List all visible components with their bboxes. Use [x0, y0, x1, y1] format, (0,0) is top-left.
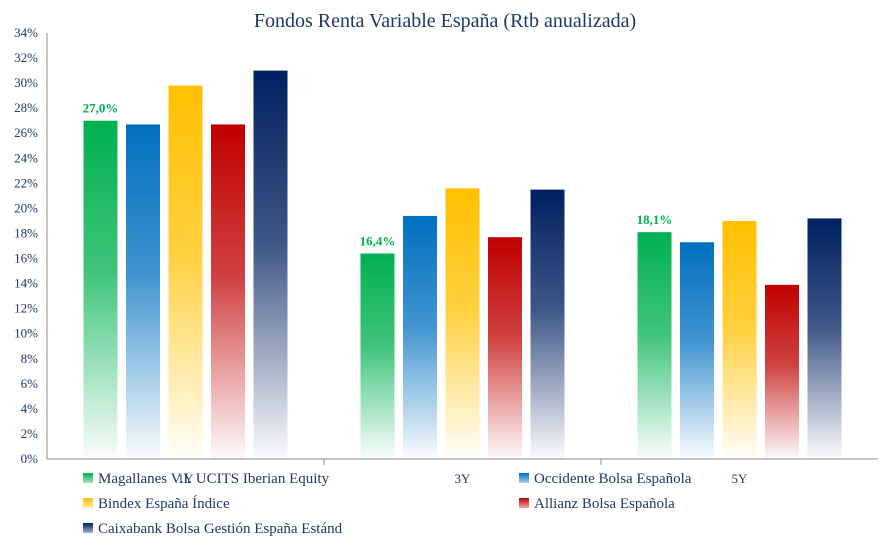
y-tick-label: 12% — [14, 301, 38, 316]
data-label: 16,4% — [360, 234, 396, 249]
bar-5y-series-1 — [637, 232, 672, 459]
legend-swatch — [519, 473, 529, 483]
x-tick-label: 3Y — [455, 471, 472, 486]
data-label: 27,0% — [83, 101, 119, 116]
y-tick-label: 2% — [21, 426, 39, 441]
y-tick-label: 20% — [14, 200, 38, 215]
bar-3y-series-3 — [445, 188, 480, 460]
y-tick-label: 34% — [14, 25, 38, 40]
y-tick-label: 10% — [14, 326, 38, 341]
chart-title: Fondos Renta Variable España (Rtb anuali… — [254, 10, 636, 32]
bar-3y-series-2 — [403, 215, 437, 459]
legend: Magallanes V.I. UCITS Iberian Equity Occi… — [83, 471, 692, 537]
y-tick-label: 28% — [14, 100, 38, 115]
legend-label: Bindex España Índice — [98, 495, 230, 512]
y-tick-label: 0% — [21, 451, 39, 466]
y-tick-label: 26% — [14, 125, 38, 140]
legend-label: Occidente Bolsa Española — [534, 471, 692, 487]
legend-swatch — [83, 498, 93, 508]
y-tick-label: 16% — [14, 251, 38, 266]
legend-swatch — [83, 473, 93, 483]
data-label: 18,1% — [637, 212, 673, 227]
x-tick-label: 1Y — [178, 471, 195, 486]
y-tick-label: 6% — [21, 376, 39, 391]
y-tick-label: 24% — [14, 150, 38, 165]
bar-3y-series-1 — [360, 253, 395, 459]
bar-1y-series-5 — [253, 70, 288, 460]
bar-5y-series-3 — [722, 220, 757, 459]
x-tick-label: 5Y — [732, 471, 749, 486]
legend-label: Caixabank Bolsa Gestión España Estánd — [98, 521, 343, 537]
bar-3y-series-4 — [488, 237, 522, 459]
bar-1y-series-2 — [126, 124, 160, 459]
legend-label: Allianz Bolsa Española — [534, 496, 675, 512]
bar-5y-series-2 — [680, 242, 714, 459]
y-axis: 0% 2% 4% 6% 8% 10% 12% 14% 16% 18% 20% 22% 24% 26% 28%… — [14, 25, 48, 466]
legend-swatch — [519, 498, 529, 508]
bar-1y-series-3 — [168, 85, 203, 459]
y-tick-label: 8% — [21, 351, 39, 366]
bar-5y-series-5 — [807, 218, 842, 459]
bar-3y-series-5 — [530, 189, 565, 459]
bars: 27,0% 16,4% 18,1% — [83, 70, 842, 460]
y-tick-label: 30% — [14, 75, 38, 90]
legend-swatch — [83, 523, 93, 533]
y-tick-label: 22% — [14, 175, 38, 190]
bar-1y-series-4 — [211, 124, 245, 459]
y-tick-label: 32% — [14, 50, 38, 65]
y-tick-label: 14% — [14, 276, 38, 291]
bar-1y-series-1 — [83, 120, 118, 460]
bar-5y-series-4 — [765, 284, 799, 459]
legend-label: Magallanes V.I. UCITS Iberian Equity — [98, 471, 330, 487]
y-tick-label: 18% — [14, 225, 38, 240]
y-tick-label: 4% — [21, 401, 39, 416]
